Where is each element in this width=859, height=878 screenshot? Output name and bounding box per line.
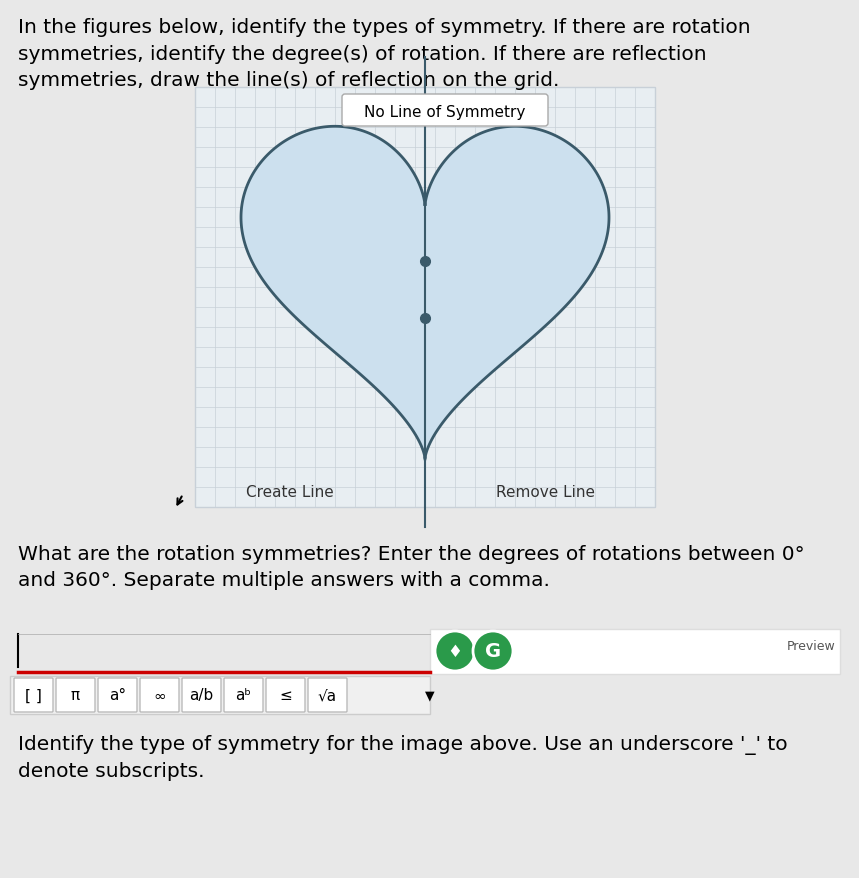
FancyBboxPatch shape — [308, 678, 347, 712]
Circle shape — [435, 631, 475, 672]
FancyBboxPatch shape — [98, 678, 137, 712]
FancyBboxPatch shape — [182, 678, 221, 712]
FancyBboxPatch shape — [195, 88, 655, 507]
Text: Identify the type of symmetry for the image above. Use an underscore '_' to
deno: Identify the type of symmetry for the im… — [18, 734, 788, 781]
Polygon shape — [241, 127, 609, 459]
Text: Remove Line: Remove Line — [496, 485, 594, 500]
FancyBboxPatch shape — [224, 678, 263, 712]
Text: π: π — [71, 687, 80, 702]
Text: No Line of Symmetry: No Line of Symmetry — [364, 104, 526, 119]
Text: What are the rotation symmetries? Enter the degrees of rotations between 0°
and : What are the rotation symmetries? Enter … — [18, 544, 805, 590]
Text: aᵇ: aᵇ — [235, 687, 252, 702]
Text: ▼: ▼ — [425, 688, 435, 702]
Text: √a: √a — [318, 687, 337, 702]
FancyBboxPatch shape — [430, 630, 840, 674]
Text: Create Line: Create Line — [247, 485, 334, 500]
Text: ♦: ♦ — [448, 643, 462, 660]
Text: a°: a° — [109, 687, 126, 702]
Text: ∞: ∞ — [153, 687, 166, 702]
FancyBboxPatch shape — [14, 678, 53, 712]
Text: G: G — [485, 642, 501, 661]
Circle shape — [473, 631, 513, 672]
FancyBboxPatch shape — [56, 678, 95, 712]
Text: a/b: a/b — [189, 687, 214, 702]
Text: [ ]: [ ] — [25, 687, 42, 702]
Text: ≤: ≤ — [279, 687, 292, 702]
FancyBboxPatch shape — [342, 95, 548, 126]
FancyBboxPatch shape — [140, 678, 179, 712]
Text: Preview: Preview — [786, 639, 835, 652]
FancyBboxPatch shape — [266, 678, 305, 712]
FancyBboxPatch shape — [10, 676, 430, 714]
Text: In the figures below, identify the types of symmetry. If there are rotation
symm: In the figures below, identify the types… — [18, 18, 751, 90]
